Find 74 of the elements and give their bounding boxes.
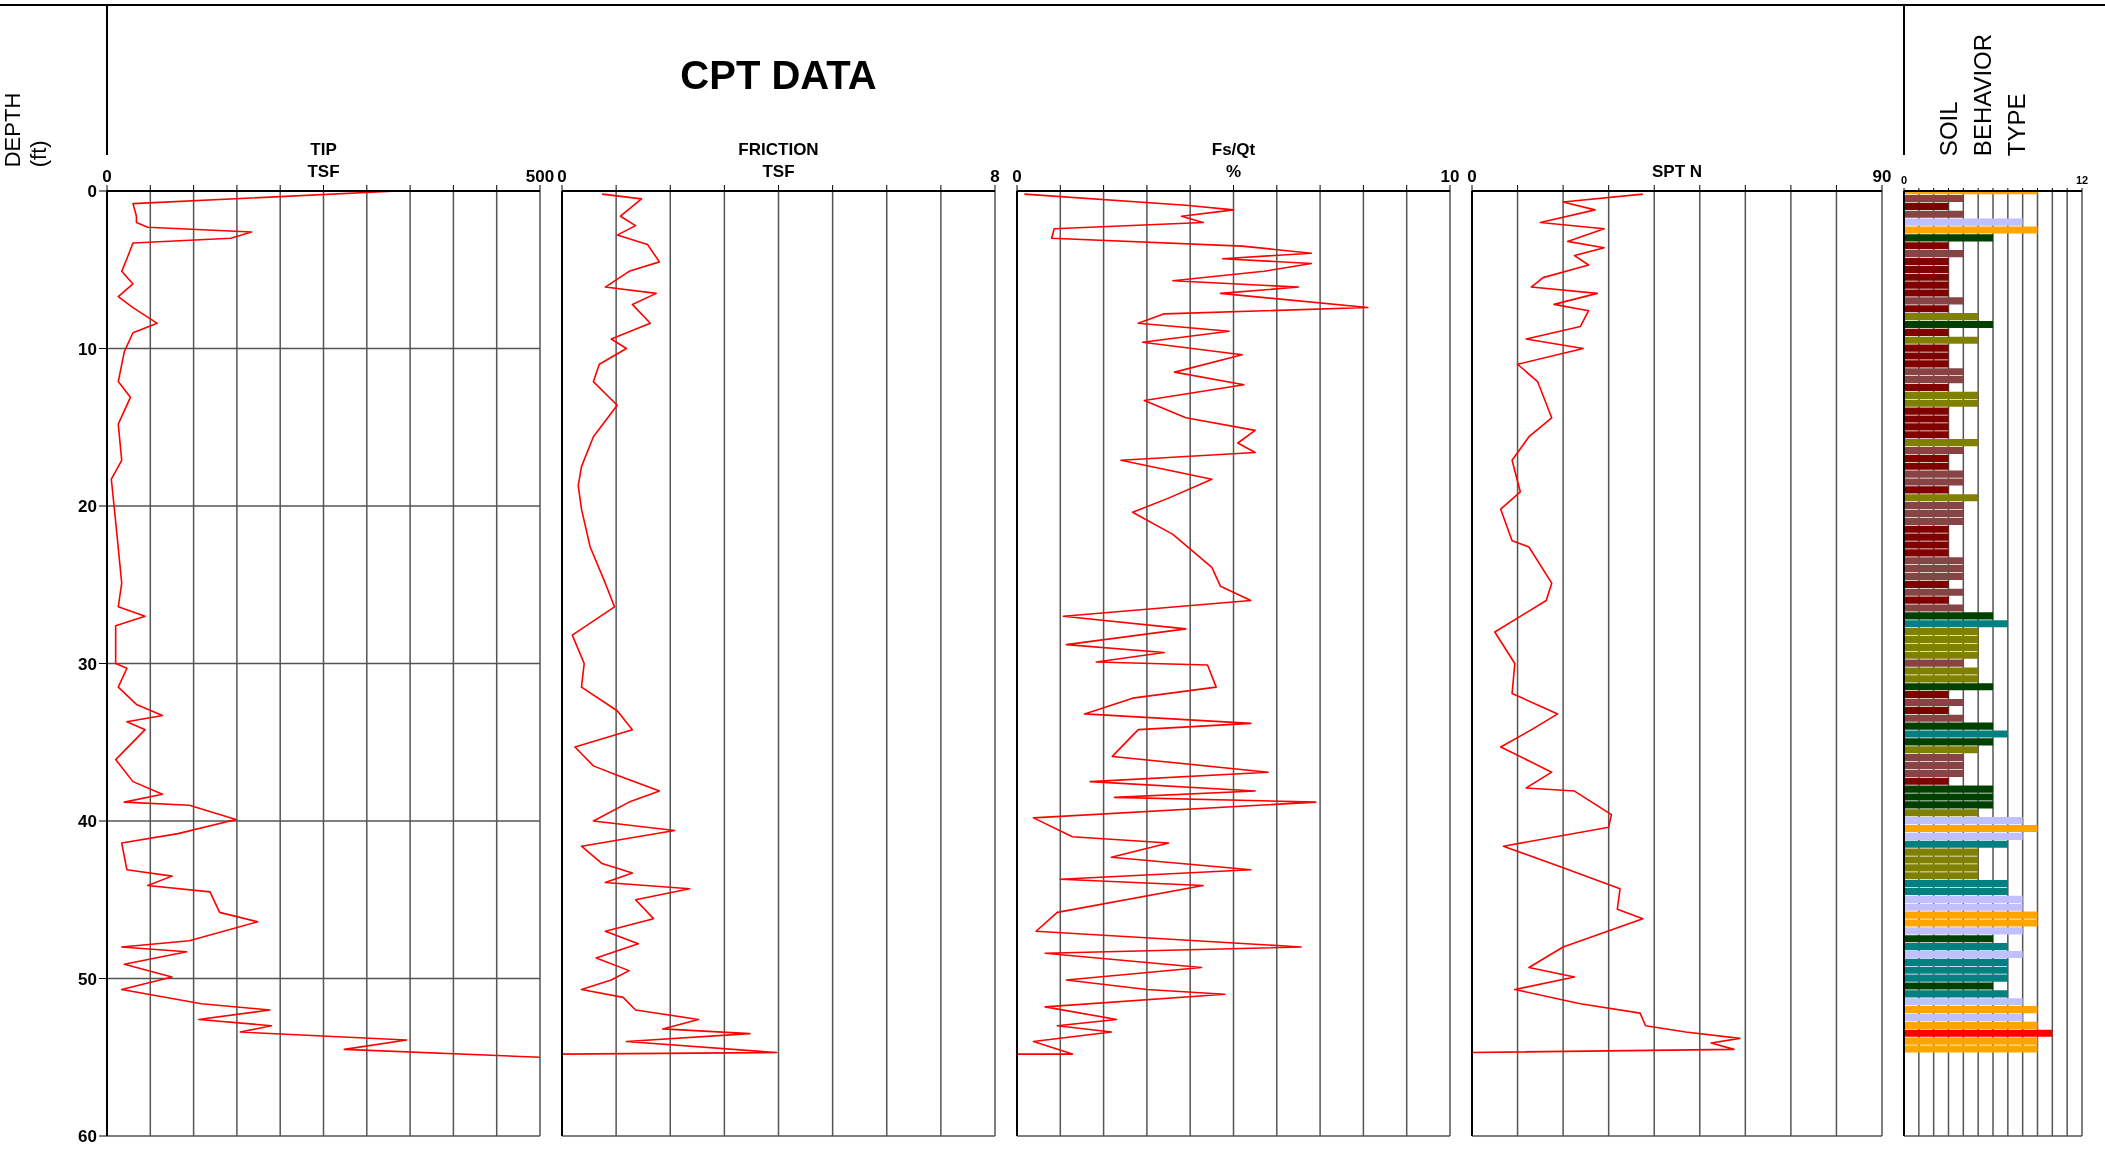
y-axis-title: DEPTH (ft) xyxy=(0,92,52,168)
bar xyxy=(1904,297,1964,305)
bar xyxy=(1904,698,1964,707)
bar xyxy=(1904,596,1949,604)
bar xyxy=(1904,320,1993,329)
bar xyxy=(1904,998,2023,1006)
bar xyxy=(1904,683,1993,691)
text: SOIL BEHAVIOR TYPE xyxy=(1934,33,2031,157)
y-tick-label: 40 xyxy=(78,812,97,832)
x-tick-label: 500 xyxy=(525,167,555,186)
bar xyxy=(1904,446,1964,455)
x-tick-label: 0 xyxy=(1467,167,1477,186)
y-tick-label: 30 xyxy=(78,654,97,674)
bar xyxy=(1904,620,2008,628)
bar xyxy=(1904,777,1949,785)
x-tick-label: 0 xyxy=(1012,167,1022,186)
bar xyxy=(1904,210,1964,218)
x-tick-label: 8 xyxy=(990,167,1000,186)
bar xyxy=(1904,250,1964,258)
bar xyxy=(1904,1006,2038,1014)
bar xyxy=(1904,1021,2038,1029)
bar xyxy=(1904,730,2008,738)
bar xyxy=(1904,935,1993,943)
x-tick-label: 0 xyxy=(1900,174,1908,186)
bar xyxy=(1904,226,2038,234)
bar xyxy=(1904,990,2008,998)
bar xyxy=(1904,494,1979,502)
bar xyxy=(1904,1029,2053,1037)
bar xyxy=(1904,383,1949,392)
y-tick-label: 10 xyxy=(78,339,97,359)
bar xyxy=(1904,439,1979,447)
bar xyxy=(1904,982,1993,990)
bar xyxy=(1904,218,2023,226)
bar xyxy=(1904,202,1949,210)
x-tick-label: 10 xyxy=(1440,167,1460,186)
bar xyxy=(1904,588,1964,596)
bar xyxy=(1904,722,1993,730)
bar xyxy=(1904,313,1979,321)
y-tick-label: 50 xyxy=(78,969,97,989)
bar xyxy=(1904,706,1949,714)
x-tick-label: 12 xyxy=(2075,174,2089,186)
bar xyxy=(1904,943,2008,951)
bar xyxy=(1904,305,1949,313)
x-axis-title: SPT N xyxy=(1651,161,1703,183)
chart-title: CPT DATA xyxy=(680,52,877,98)
bar xyxy=(1904,612,1993,620)
bar xyxy=(1904,691,1949,699)
bar xyxy=(1904,746,1979,754)
x-axis-title: TIP TSF xyxy=(307,139,340,183)
bar xyxy=(1904,234,1993,242)
bar xyxy=(1904,1013,2023,1022)
bar xyxy=(1904,486,1949,494)
bar xyxy=(1904,832,2023,840)
bar xyxy=(1904,659,1964,667)
bar xyxy=(1904,950,2023,959)
bar xyxy=(1904,840,2008,848)
x-tick-label: 0 xyxy=(557,167,567,186)
bar xyxy=(1904,242,1949,250)
bar xyxy=(1904,328,1949,336)
y-tick-label: 20 xyxy=(78,497,97,517)
bar xyxy=(1904,738,1993,746)
bar xyxy=(1904,824,2038,833)
x-axis-title: FRICTION TSF xyxy=(738,139,819,183)
y-tick-label: 60 xyxy=(78,1127,97,1147)
bar xyxy=(1904,580,1949,588)
x-axis-title: Fs/Qt % xyxy=(1211,139,1256,183)
bar xyxy=(1904,714,1964,722)
x-tick-label: 90 xyxy=(1872,167,1892,186)
bar xyxy=(1904,336,1979,344)
bar xyxy=(1904,604,1964,612)
x-tick-label: 0 xyxy=(102,167,112,186)
bar xyxy=(1904,809,1979,817)
bar xyxy=(1904,817,2023,825)
bar xyxy=(1904,927,2023,935)
